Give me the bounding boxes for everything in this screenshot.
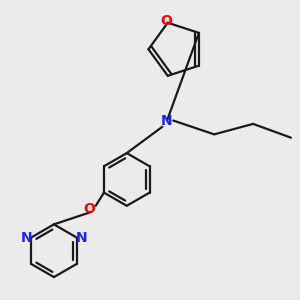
Text: N: N: [161, 114, 173, 128]
Text: O: O: [84, 202, 95, 216]
Text: N: N: [76, 231, 87, 244]
Text: N: N: [21, 231, 32, 244]
Text: O: O: [160, 14, 172, 28]
